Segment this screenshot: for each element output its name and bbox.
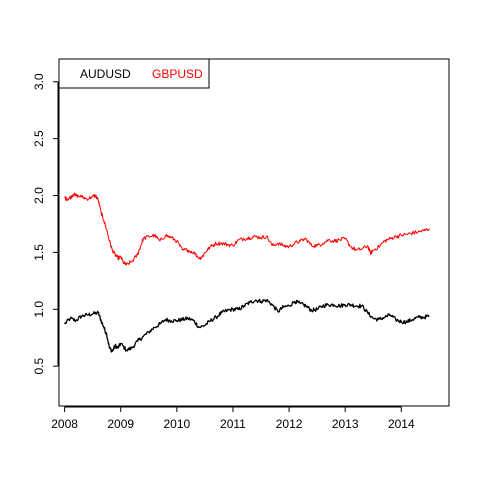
x-tick-label: 2013 [332, 417, 359, 431]
plot-area-frame [58, 58, 450, 407]
legend-label-audusd: AUDUSD [80, 67, 131, 81]
legend-label-gbpusd: GBPUSD [152, 67, 203, 81]
series-layer [64, 192, 430, 353]
x-tick-label: 2012 [276, 417, 303, 431]
y-tick-label: 1.0 [32, 301, 46, 318]
x-tick-label: 2010 [163, 417, 190, 431]
legend-box [58, 58, 210, 89]
series-line-gbpusd [64, 192, 430, 266]
y-tick-label: 1.5 [32, 244, 46, 261]
x-tick-label: 2008 [51, 417, 78, 431]
x-tick-label: 2009 [107, 417, 134, 431]
y-tick-label: 0.5 [32, 358, 46, 375]
y-tick-label: 3.0 [32, 73, 46, 90]
x-axis: 2008 2009 2010 2011 2012 2013 2014 [51, 406, 415, 431]
x-tick-label: 2011 [220, 417, 246, 431]
series-line-audusd [64, 298, 430, 353]
y-tick-label: 2.5 [32, 130, 46, 147]
legend: AUDUSD GBPUSD [58, 58, 210, 89]
x-tick-label: 2014 [388, 417, 415, 431]
y-tick-label: 2.0 [32, 187, 46, 204]
y-axis: 0.5 1.0 1.5 2.0 2.5 3.0 [32, 73, 59, 375]
